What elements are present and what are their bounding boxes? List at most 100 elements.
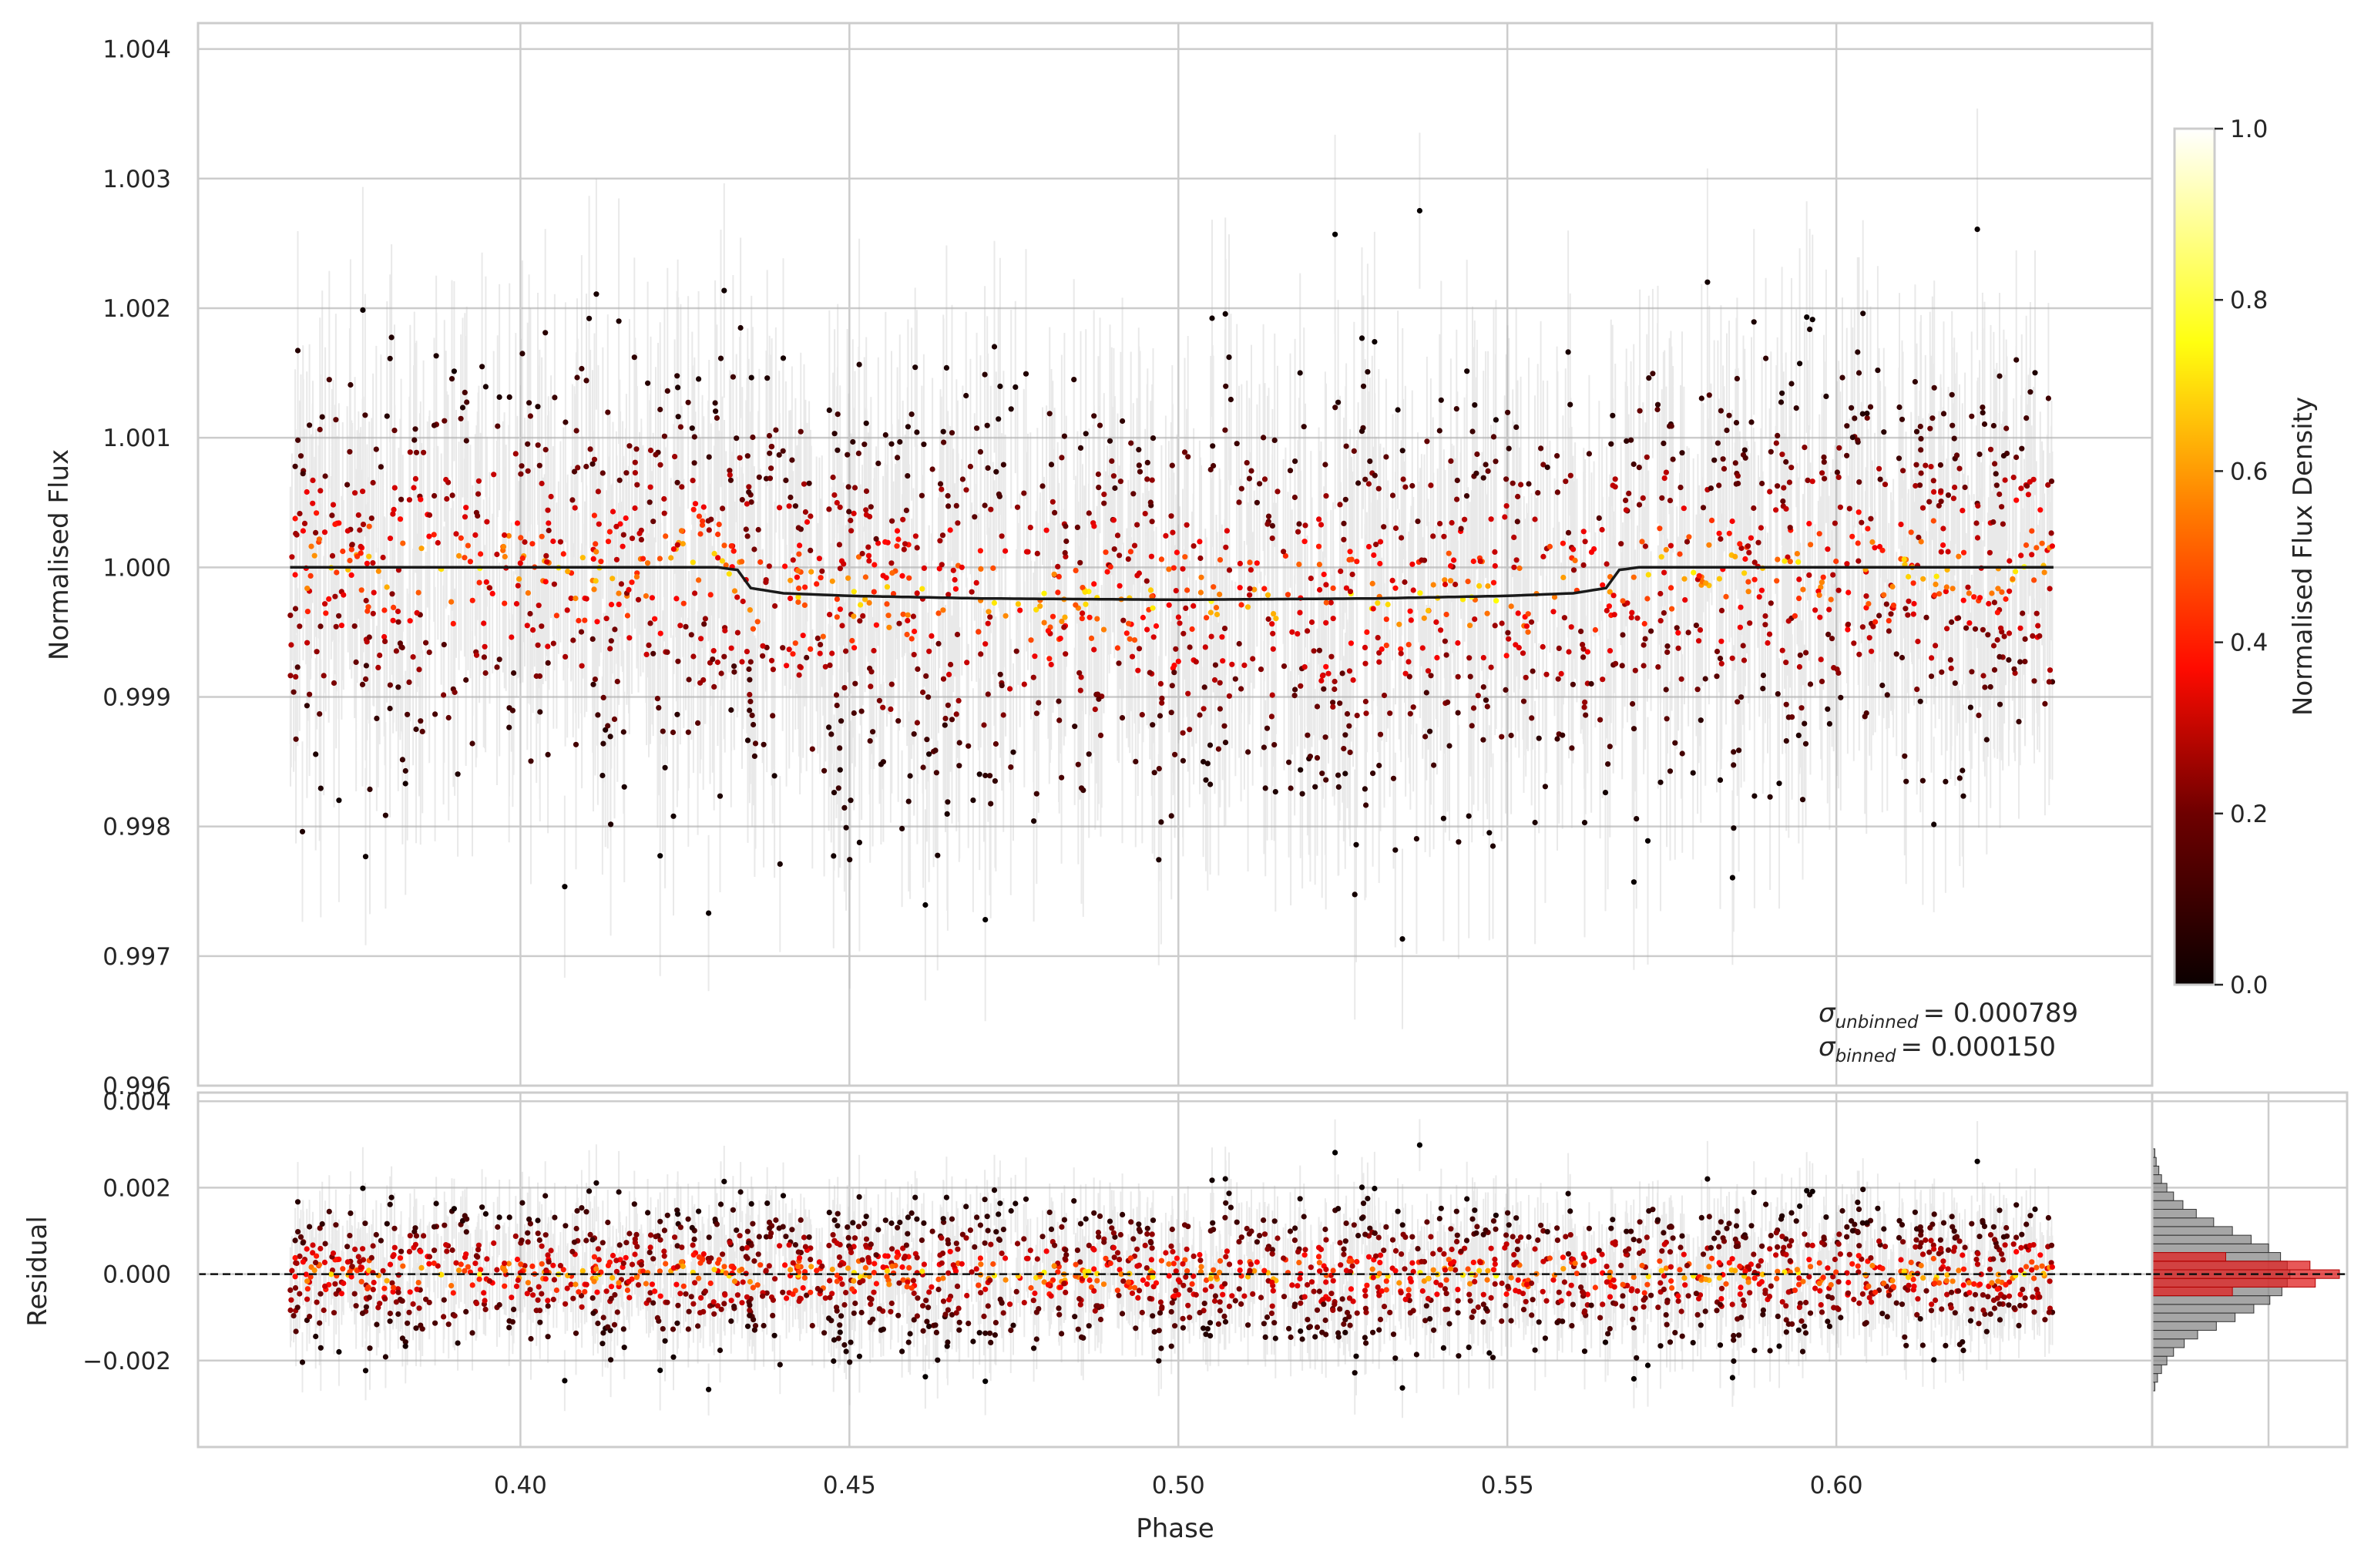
flux-point [1822,475,1828,482]
flux-point [1774,578,1780,584]
flux-point [808,646,814,653]
residual-point [1969,1220,1975,1227]
flux-point [1117,478,1123,485]
flux-point [1296,561,1302,568]
residual-point [1726,1260,1732,1266]
residual-points [287,1142,2056,1392]
flux-point [870,729,876,735]
flux-point [2003,596,2009,603]
flux-point [860,613,866,619]
flux-point [451,368,458,374]
residual-point [1796,1275,1802,1281]
flux-point [1746,549,1752,556]
flux-point [689,425,695,431]
residual-point [1932,1281,1938,1287]
flux-point [814,635,821,642]
flux-point [767,475,774,482]
residual-point [1809,1188,1815,1194]
residual-point [1604,1279,1610,1285]
flux-point [1802,740,1809,747]
flux-point [1187,727,1193,733]
flux-point [292,515,298,522]
flux-point [873,536,879,542]
residual-point [1301,1214,1307,1220]
residual-point [1227,1204,1234,1210]
residual-point [1620,1281,1626,1288]
flux-point [956,763,962,769]
residual-point [739,1245,745,1251]
flux-point [475,491,482,497]
flux-point [1503,687,1509,693]
flux-point [912,628,918,635]
residual-point [1448,1226,1454,1232]
flux-point [1852,415,1858,421]
residual-point [895,1312,902,1318]
flux-point [1033,791,1039,797]
flux-point [969,589,975,595]
residual-point [747,1302,753,1308]
flux-point [1295,631,1301,637]
flux-point [1453,406,1459,412]
residual-point [730,1207,737,1213]
flux-point [442,418,448,424]
flux-point [524,623,530,629]
residual-point [1151,1328,1157,1335]
residual-point [304,1246,310,1252]
residual-point [689,1224,695,1231]
residual-point [1983,1328,1990,1335]
flux-point [1930,478,1936,484]
flux-point [610,509,616,515]
residual-point [1241,1293,1248,1299]
flux-point [867,738,873,744]
residual-point [923,1298,929,1304]
flux-point [1806,521,1812,527]
flux-point [1783,660,1789,666]
residual-point [344,1244,351,1250]
flux-point [1173,646,1179,652]
flux-point [1630,726,1637,732]
residual-point [1226,1190,1232,1197]
flux-point [616,590,622,596]
residual-point [955,1305,962,1311]
flux-point [289,554,295,560]
flux-point [1540,553,1547,560]
residual-point [1288,1334,1294,1341]
flux-point [1578,628,1584,635]
residual-point [1480,1301,1486,1308]
flux-point [1077,559,1083,566]
residual-point [900,1277,906,1283]
flux-point [1209,315,1215,321]
flux-point [1684,539,1691,545]
residual-point [905,1339,912,1345]
flux-point [1144,578,1150,584]
flux-point [1221,723,1227,729]
flux-point [1716,530,1722,536]
flux-point [1949,619,1955,626]
flux-point [1992,461,1998,467]
residual-point [545,1252,551,1258]
flux-point [1997,373,2003,379]
flux-point [1442,581,1449,588]
flux-point [901,546,907,552]
flux-point [789,457,795,463]
residual-point [907,1331,913,1337]
flux-point [1677,551,1683,557]
flux-point [431,422,438,428]
flux-point [370,479,376,486]
residual-point [806,1234,812,1241]
flux-point [1864,415,1870,421]
residual-point [1630,1316,1636,1322]
residual-point [1185,1302,1191,1308]
flux-point [867,513,873,520]
residual-point [297,1234,304,1240]
residual-point [1120,1211,1126,1217]
flux-point [1956,465,1963,472]
flux-point [1323,599,1329,606]
flux-point [1646,375,1652,381]
flux-point [1271,742,1278,748]
residual-point [744,1255,751,1261]
flux-point [316,536,322,542]
flux-point [1499,620,1505,626]
residual-point [1210,1220,1216,1226]
flux-point [661,495,667,502]
